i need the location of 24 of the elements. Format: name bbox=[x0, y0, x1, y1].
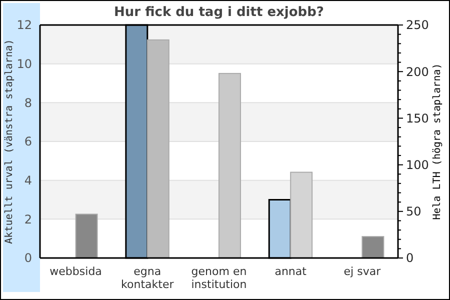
x-tick-label: genom en institution bbox=[191, 265, 247, 291]
y-tick-label: 6 bbox=[24, 134, 32, 149]
bar bbox=[362, 236, 384, 258]
y-tick-label: 0 bbox=[24, 251, 32, 266]
y2-tick-label: 200 bbox=[406, 64, 429, 79]
y2-tick-label: 50 bbox=[406, 204, 422, 219]
bar bbox=[75, 214, 98, 258]
x-tick-label: webbsida bbox=[50, 265, 102, 278]
x-tick-label: egna kontakter bbox=[121, 265, 174, 291]
chart-title: Hur fick du tag i ditt exjobb? bbox=[114, 5, 324, 20]
x-tick-label: annat bbox=[274, 265, 308, 278]
y2-tick-label: 250 bbox=[406, 18, 429, 32]
x-tick-label: ej svar bbox=[344, 265, 382, 278]
y-axis-title: Aktuellt urval (vänstra staplarna) bbox=[4, 39, 15, 244]
y2-tick-label: 0 bbox=[406, 251, 414, 266]
y-tick-label: 10 bbox=[16, 57, 32, 72]
y2-axis-title: Hela LTH (högra staplarna) bbox=[432, 63, 443, 220]
y-tick-label: 12 bbox=[16, 18, 32, 32]
y-tick-label: 4 bbox=[24, 174, 32, 188]
y2-tick-label: 150 bbox=[406, 111, 429, 126]
y2-tick-label: 100 bbox=[406, 158, 429, 172]
y-tick-label: 2 bbox=[24, 212, 32, 226]
bar bbox=[218, 72, 241, 258]
y-tick-label: 8 bbox=[24, 96, 32, 110]
